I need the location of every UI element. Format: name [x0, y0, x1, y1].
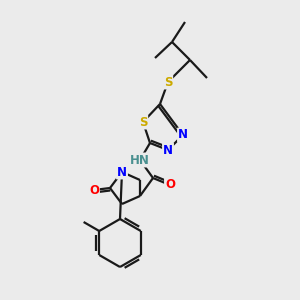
Text: HN: HN: [130, 154, 150, 166]
Text: S: S: [164, 76, 172, 88]
Text: O: O: [165, 178, 175, 191]
Text: S: S: [139, 116, 147, 128]
Text: O: O: [89, 184, 99, 196]
Text: N: N: [178, 128, 188, 142]
Text: N: N: [117, 166, 127, 178]
Text: N: N: [163, 143, 173, 157]
